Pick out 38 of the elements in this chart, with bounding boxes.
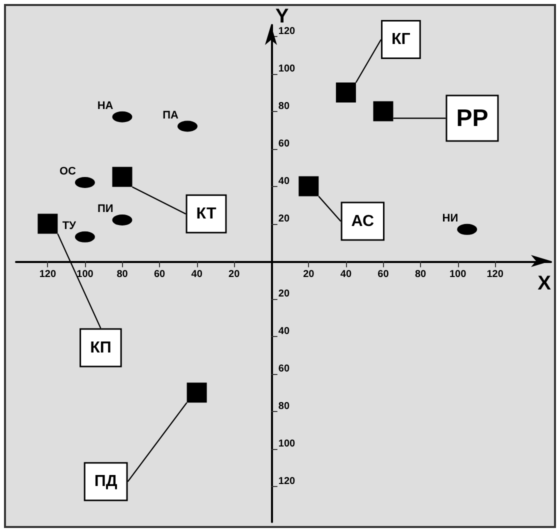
y-tick-label: 80	[278, 100, 290, 112]
data-label: АС	[351, 212, 374, 230]
x-tick-label: 40	[340, 268, 352, 280]
x-tick-label: 100	[449, 268, 467, 280]
data-label: КП	[90, 339, 112, 356]
x-tick-label: 40	[191, 268, 203, 280]
data-label: КТ	[196, 205, 216, 222]
y-tick-label: 20	[278, 213, 290, 224]
data-label: ОС	[59, 166, 76, 178]
data-label: ТУ	[62, 220, 76, 232]
x-tick-label: 80	[414, 268, 427, 280]
y-tick-label: 40	[278, 326, 290, 337]
data-label: КГ	[392, 31, 410, 48]
x-tick-label: 100	[76, 268, 94, 280]
y-tick-label: 60	[278, 138, 290, 150]
x-tick-label: 120	[39, 268, 56, 280]
y-tick-label: 100	[278, 63, 296, 74]
y-axis-title: Y	[275, 5, 290, 28]
y-tick-label: 20	[278, 288, 290, 300]
x-tick-label: 80	[116, 268, 128, 280]
data-label: НА	[97, 100, 114, 112]
data-label: РР	[456, 104, 488, 132]
x-tick-label: 20	[228, 268, 240, 280]
x-axis-title: X	[538, 272, 552, 294]
data-label: ПА	[162, 109, 179, 122]
y-tick-label: 100	[278, 438, 296, 450]
x-tick-label: 120	[486, 268, 504, 280]
x-tick-label: 60	[154, 268, 166, 280]
y-tick-label: 120	[278, 476, 296, 487]
y-tick-label: 60	[278, 363, 290, 374]
x-tick-label: 20	[303, 268, 315, 280]
y-tick-label: 80	[278, 400, 290, 412]
data-label: ПД	[94, 473, 118, 490]
y-tick-label: 120	[278, 26, 296, 37]
data-label: НИ	[442, 212, 458, 224]
x-tick-label: 60	[378, 268, 390, 280]
data-label: ПИ	[97, 203, 114, 216]
y-tick-label: 40	[278, 176, 290, 187]
